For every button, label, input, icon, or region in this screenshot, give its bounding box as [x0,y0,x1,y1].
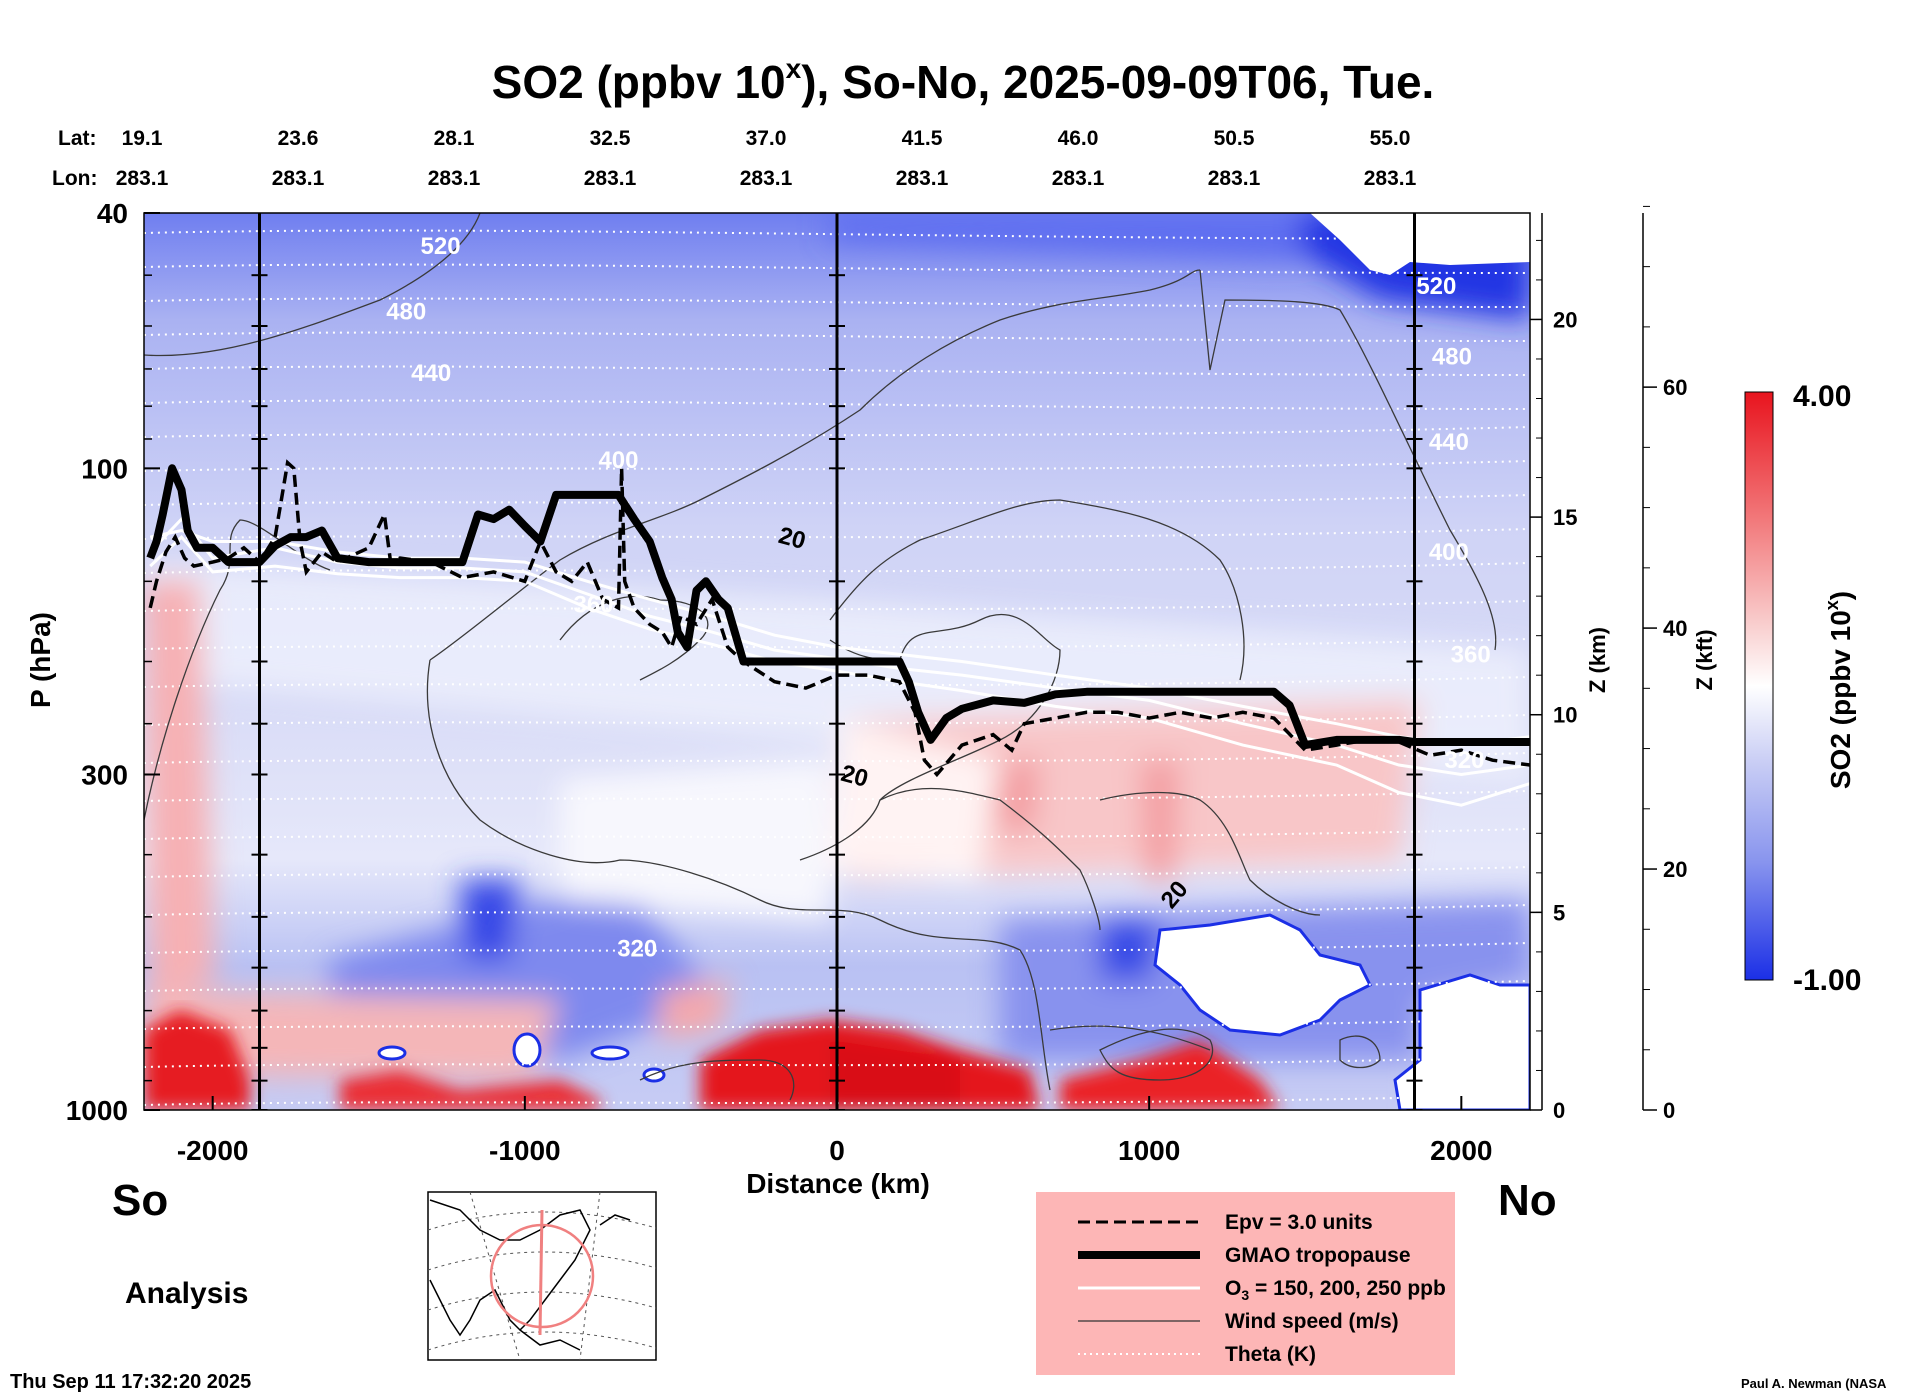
theta-label: 520 [1416,273,1456,300]
theta-label: 440 [1429,429,1469,456]
colorbar [1744,391,1774,981]
z-km-axis-title: Z (km) [1585,627,1610,693]
z-kft-tick-label: 60 [1663,375,1687,400]
lat-value: 28.1 [434,127,475,150]
lon-value: 283.1 [1208,167,1261,190]
lon-value: 283.1 [116,167,169,190]
masked-region [590,1045,630,1061]
tropopause-line [146,464,1530,750]
lat-row-label: Lat: [58,127,97,150]
masked-region [1310,213,1530,275]
z-km-tick-label: 10 [1553,703,1577,728]
epv-line [148,459,1530,778]
lon-value: 283.1 [1052,167,1105,190]
masked-region [377,1045,407,1061]
masked-region [512,1032,542,1068]
north-label: No [1498,1176,1557,1225]
legend-item-tropopause: GMAO tropopause [1225,1244,1411,1267]
lon-value: 283.1 [428,167,481,190]
y-tick-label: 1000 [66,1095,128,1126]
theta-label: 400 [598,447,638,474]
masked-region [1153,913,1373,1037]
colorbar-min-label: -1.00 [1793,964,1861,997]
y-axis-pressure: 40 100 300 1000 [66,198,160,1126]
lon-row-label: Lon: [52,167,97,190]
lat-value: 50.5 [1214,127,1255,150]
y-tick-label: 300 [81,759,128,790]
inset-map [427,1191,657,1361]
y-tick-label: 100 [81,453,128,484]
lon-value: 283.1 [272,167,325,190]
theta-label: 480 [386,299,426,326]
masked-region [1393,973,1530,1110]
theta-label: 440 [411,360,451,387]
so2-surface-layer [144,1010,1280,1110]
z-kft-tick-label: 40 [1663,616,1687,641]
lat-lon-header: 19.1 283.1 23.6 283.1 28.1 283.1 32.5 283.1 37.0… [116,127,1417,190]
south-label: So [112,1176,168,1225]
legend-item-epv: Epv = 3.0 units [1225,1211,1373,1234]
x-tick-label: 1000 [1118,1135,1180,1166]
theta-label: 320 [617,935,657,962]
lat-value: 19.1 [122,127,163,150]
legend-item-ozone: O3 = 150, 200, 250 ppb [1225,1277,1446,1303]
theta-label: 400 [1429,539,1469,566]
wind-speed-contours [144,213,1497,1101]
z-km-tick-label: 0 [1553,1098,1565,1123]
z-km-tick-label: 5 [1553,900,1565,925]
lon-value: 283.1 [1364,167,1417,190]
z-kft-tick-label: 0 [1663,1098,1675,1123]
x-tick-label: 2000 [1430,1135,1492,1166]
theta-label: 360 [573,591,613,618]
theta-label: 360 [1451,641,1491,668]
theta-label: 520 [421,233,461,260]
x-tick-label: 0 [829,1135,845,1166]
lon-value: 283.1 [584,167,637,190]
z-kft-axis-title: Z (kft) [1692,629,1717,690]
lat-value: 37.0 [746,127,787,150]
z-kft-axis: 0 20 40 60 [1642,205,1687,1123]
x-axis-title: Distance (km) [746,1168,930,1199]
analysis-label: Analysis [125,1277,248,1310]
legend-item-theta: Theta (K) [1225,1343,1316,1366]
timestamp: Thu Sep 11 17:32:20 2025 [10,1371,251,1393]
theta-label: 320 [1444,747,1484,774]
lat-value: 55.0 [1370,127,1411,150]
y-tick-label: 40 [97,198,128,229]
z-km-tick-label: 20 [1553,307,1577,332]
z-km-tick-label: 15 [1553,505,1577,530]
chart-title: SO2 (ppbv 10x), So-No, 2025-09-09T06, Tu… [492,53,1435,108]
legend-item-wind: Wind speed (m/s) [1225,1310,1399,1333]
colorbar-title: SO2 (ppbv 10x) [1822,591,1856,789]
x-tick-label: -2000 [177,1135,249,1166]
theta-label: 480 [1432,344,1472,371]
lat-value: 46.0 [1058,127,1099,150]
lat-value: 41.5 [902,127,943,150]
theta-labels: 520 480 440 400 360 320 520 480 440 400 360 320 [386,233,1491,963]
lon-value: 283.1 [740,167,793,190]
lat-value: 23.6 [278,127,319,150]
x-tick-label: -1000 [489,1135,561,1166]
lon-value: 283.1 [896,167,949,190]
y-axis-title: P (hPa) [25,612,56,708]
credit: Paul A. Newman (NASA [1741,1376,1887,1391]
station-markers [251,213,1423,1110]
z-km-axis: 0 5 10 15 20 [1530,213,1577,1123]
colorbar-max-label: 4.00 [1793,380,1851,413]
x-axis: -2000 -1000 0 1000 2000 [177,1096,1492,1166]
legend: Epv = 3.0 units GMAO tropopause O3 = 150… [1036,1192,1455,1375]
lat-value: 32.5 [590,127,631,150]
z-kft-tick-label: 20 [1663,857,1687,882]
